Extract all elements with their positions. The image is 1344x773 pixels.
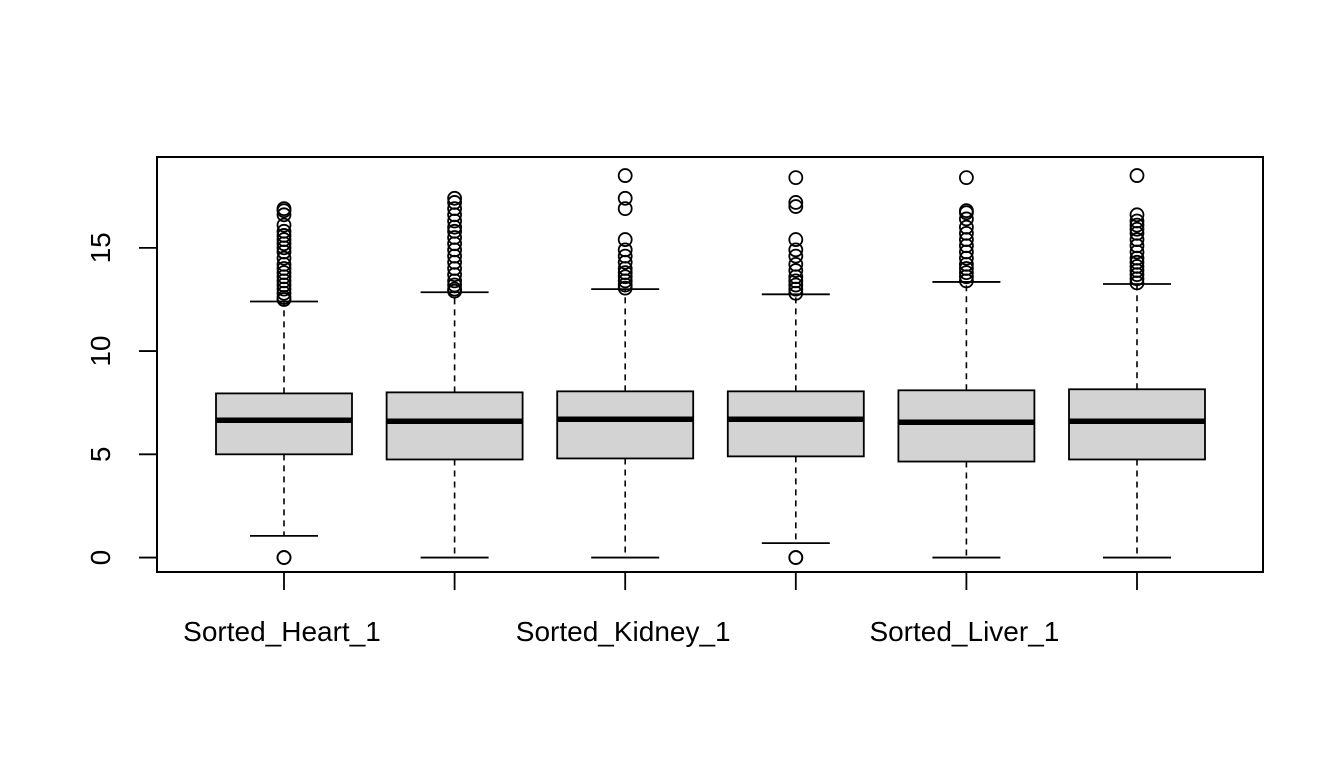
outlier-point — [617, 201, 633, 217]
outlier-point — [617, 265, 633, 281]
outlier-point — [447, 281, 463, 297]
box-group-6 — [1068, 168, 1206, 559]
outlier-point — [788, 273, 804, 289]
box-iqr — [1068, 388, 1206, 461]
outlier-point — [1129, 207, 1145, 223]
axis-layer: Sorted_Heart_1 Sorted_Kidney_1 Sorted_Live… — [85, 232, 1138, 647]
outlier-point — [959, 203, 974, 219]
x-tick-label: Sorted_Kidney_1 — [516, 616, 731, 647]
x-tick-label: Sorted_Liver_1 — [869, 616, 1059, 647]
plot-frame — [156, 156, 1264, 573]
outlier-point — [1129, 232, 1145, 247]
outlier-point — [276, 265, 292, 281]
outlier-point — [276, 232, 292, 247]
outlier-point — [447, 223, 463, 239]
outlier-point — [1129, 213, 1145, 229]
outlier-point — [276, 228, 292, 243]
y-tick-label: 5 — [85, 447, 116, 463]
outlier-point — [276, 207, 292, 223]
outlier-point — [447, 277, 463, 293]
outlier-point — [959, 261, 974, 276]
box-iqr — [385, 391, 524, 461]
plot-layer — [215, 168, 1206, 565]
outlier-point — [276, 550, 292, 565]
outlier-point — [447, 195, 463, 210]
outlier-point — [959, 211, 974, 227]
outlier-point — [1129, 254, 1145, 270]
y-tick-label: 10 — [85, 336, 116, 367]
outlier-point — [959, 219, 974, 235]
outlier-point — [788, 242, 804, 258]
box-iqr — [726, 390, 865, 458]
outlier-point — [276, 250, 292, 266]
outlier-point — [447, 230, 463, 245]
box-group-4 — [726, 170, 865, 565]
box-group-2 — [385, 190, 524, 559]
outlier-point — [788, 550, 804, 565]
outlier-point — [959, 170, 974, 186]
y-tick-label: 0 — [85, 550, 116, 566]
outlier-point — [617, 242, 633, 258]
outlier-point — [788, 277, 804, 293]
outlier-point — [276, 217, 292, 233]
outlier-point — [617, 248, 633, 264]
outlier-point — [276, 201, 292, 217]
outlier-point — [788, 195, 804, 210]
x-tick-label: Sorted_Heart_1 — [183, 616, 381, 647]
outlier-point — [788, 263, 804, 278]
outlier-point — [788, 170, 804, 186]
y-tick-label: 15 — [85, 232, 116, 263]
box-iqr — [556, 390, 695, 460]
box-iqr — [215, 392, 353, 456]
outlier-point — [788, 248, 804, 264]
box-group-1 — [215, 201, 353, 565]
outlier-point — [447, 190, 463, 206]
box-group-3 — [556, 168, 695, 559]
outlier-point — [617, 190, 633, 206]
outlier-point — [959, 225, 974, 241]
outlier-point — [1129, 168, 1145, 183]
outlier-point — [617, 269, 633, 285]
outlier-point — [276, 223, 292, 239]
outlier-point — [617, 168, 633, 183]
outlier-point — [1129, 221, 1145, 237]
outlier-point — [959, 265, 974, 281]
outlier-point — [788, 256, 804, 272]
outlier-point — [617, 232, 633, 247]
box-group-5 — [897, 170, 1036, 559]
outlier-point — [1129, 259, 1145, 274]
outlier-point — [788, 199, 804, 214]
box-iqr — [897, 389, 1036, 463]
outlier-point — [788, 232, 804, 247]
outlier-point — [276, 261, 292, 276]
outlier-point — [1129, 217, 1145, 233]
outlier-point — [447, 201, 463, 217]
